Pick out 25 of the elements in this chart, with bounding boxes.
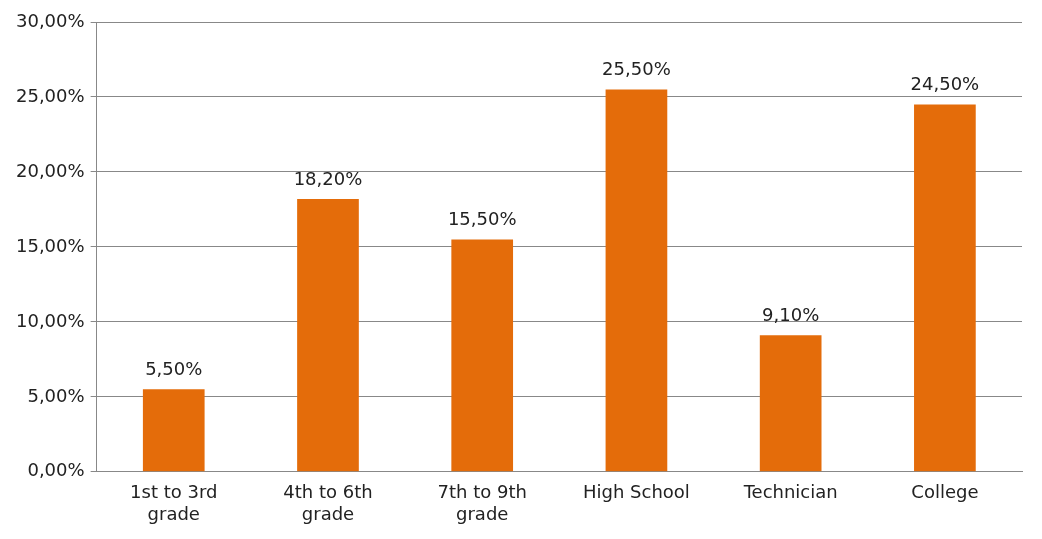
data-label: 5,50% [145,358,203,380]
bar [297,198,359,472]
x-tick-label: College [911,481,979,503]
y-tick-label: 20,00% [15,159,85,181]
bar [451,239,514,472]
y-tick-label: 30,00% [15,9,85,31]
x-tick-label: 4th to 6th grade [283,481,373,524]
y-tick-label: 25,00% [15,84,85,106]
data-label: 18,20% [293,167,363,189]
data-label: 9,10% [762,304,820,326]
bar [914,104,976,472]
bar [605,89,668,472]
y-tick-label: 0,00% [27,459,85,481]
x-tick-label: 1st to 3rd grade [130,481,218,524]
data-label: 24,50% [910,73,980,95]
x-tick-label: High School [583,481,690,503]
x-tick-label: 7th to 9th grade [437,481,527,524]
bar [142,389,205,472]
data-label: 15,50% [447,208,517,230]
y-tick-label: 15,00% [15,234,85,256]
x-tick-label: Technician [742,481,838,503]
y-tick-label: 10,00% [15,309,85,331]
bar [759,335,822,472]
data-label: 25,50% [602,58,671,80]
y-tick-label: 5,00% [27,384,85,406]
